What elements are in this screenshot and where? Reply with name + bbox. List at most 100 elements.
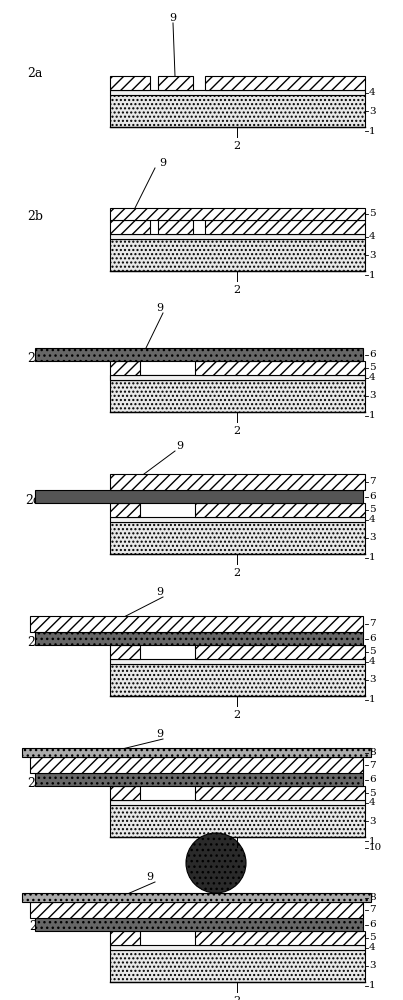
Text: 4: 4 <box>369 657 376 666</box>
Text: 9: 9 <box>156 729 164 739</box>
Text: 4: 4 <box>369 88 376 97</box>
Text: 1: 1 <box>369 412 376 420</box>
Text: 2: 2 <box>233 285 241 295</box>
Bar <box>110 931 140 945</box>
Bar <box>110 645 140 659</box>
Text: 4: 4 <box>369 232 376 241</box>
Bar <box>110 361 140 375</box>
Text: 9: 9 <box>156 587 164 597</box>
Bar <box>110 522 365 554</box>
Bar <box>110 517 365 522</box>
Bar <box>110 805 365 837</box>
Text: 2f: 2f <box>29 920 41 933</box>
Text: 2: 2 <box>233 426 241 436</box>
Bar <box>110 664 365 696</box>
Text: 9: 9 <box>160 158 166 168</box>
Bar <box>110 95 365 127</box>
Text: 6: 6 <box>369 920 376 929</box>
Text: 2a: 2a <box>27 67 43 80</box>
Bar <box>110 380 365 412</box>
Text: 6: 6 <box>369 634 376 643</box>
Text: 1: 1 <box>369 554 376 562</box>
Text: 5: 5 <box>369 788 376 798</box>
Bar <box>110 76 150 90</box>
Text: 3: 3 <box>369 962 376 970</box>
Bar <box>110 234 365 239</box>
Text: 7: 7 <box>369 760 376 770</box>
Text: 1: 1 <box>369 982 376 990</box>
Text: 9: 9 <box>177 441 183 451</box>
Bar <box>35 348 363 361</box>
Bar <box>30 902 363 918</box>
Text: 1: 1 <box>369 836 376 846</box>
Text: 2b: 2b <box>27 210 43 223</box>
Text: 5: 5 <box>369 363 376 372</box>
Text: 2: 2 <box>233 568 241 578</box>
Text: 9: 9 <box>156 303 164 313</box>
Bar <box>35 632 363 645</box>
Text: 3: 3 <box>369 816 376 826</box>
Text: 3: 3 <box>369 676 376 684</box>
Text: 2: 2 <box>233 141 241 151</box>
Text: 4: 4 <box>369 515 376 524</box>
Text: 6: 6 <box>369 350 376 359</box>
Text: 2d': 2d' <box>25 493 45 506</box>
Text: 3: 3 <box>369 106 376 115</box>
Text: 9: 9 <box>146 872 154 882</box>
Bar <box>110 239 365 271</box>
Bar <box>22 748 371 757</box>
Text: 3: 3 <box>369 391 376 400</box>
Text: 8: 8 <box>369 893 376 902</box>
Text: 5: 5 <box>369 934 376 942</box>
Bar <box>30 616 363 632</box>
Bar <box>35 773 363 786</box>
Circle shape <box>186 833 246 893</box>
Bar <box>110 474 365 490</box>
Text: 1: 1 <box>369 126 376 135</box>
Bar <box>110 800 365 805</box>
Bar <box>110 208 365 220</box>
Text: 6: 6 <box>369 775 376 784</box>
Text: 2c: 2c <box>27 352 42 364</box>
Bar <box>195 361 365 375</box>
Bar <box>110 375 365 380</box>
Text: 1: 1 <box>369 270 376 279</box>
Bar <box>195 931 365 945</box>
Bar <box>158 220 193 234</box>
Text: 4: 4 <box>369 943 376 952</box>
Text: 2d: 2d <box>27 636 43 648</box>
Bar <box>195 645 365 659</box>
Text: 4: 4 <box>369 373 376 382</box>
Text: 7: 7 <box>369 478 376 487</box>
Text: 3: 3 <box>369 250 376 259</box>
Bar <box>110 90 365 95</box>
Text: 1: 1 <box>369 696 376 704</box>
Text: 8: 8 <box>369 748 376 757</box>
Bar <box>110 950 365 982</box>
Bar <box>110 375 365 380</box>
Text: 4: 4 <box>369 798 376 807</box>
Text: 2: 2 <box>233 851 241 861</box>
Bar <box>35 918 363 931</box>
Text: 3: 3 <box>369 534 376 542</box>
Text: 9: 9 <box>169 13 177 23</box>
Bar <box>110 786 140 800</box>
Text: 2: 2 <box>233 996 241 1000</box>
Text: 5: 5 <box>369 210 376 219</box>
Text: 7: 7 <box>369 906 376 914</box>
Bar <box>30 757 363 773</box>
Text: 7: 7 <box>369 619 376 629</box>
Bar <box>110 945 365 950</box>
Text: 6: 6 <box>369 492 376 501</box>
Bar <box>205 76 365 90</box>
Bar <box>158 76 193 90</box>
Bar <box>22 893 371 902</box>
Bar <box>195 786 365 800</box>
Text: 5: 5 <box>369 506 376 514</box>
Bar <box>110 503 140 517</box>
Bar <box>110 220 150 234</box>
Text: 2e: 2e <box>27 777 43 790</box>
Bar <box>35 490 363 503</box>
Text: 2: 2 <box>233 710 241 720</box>
Bar <box>205 220 365 234</box>
